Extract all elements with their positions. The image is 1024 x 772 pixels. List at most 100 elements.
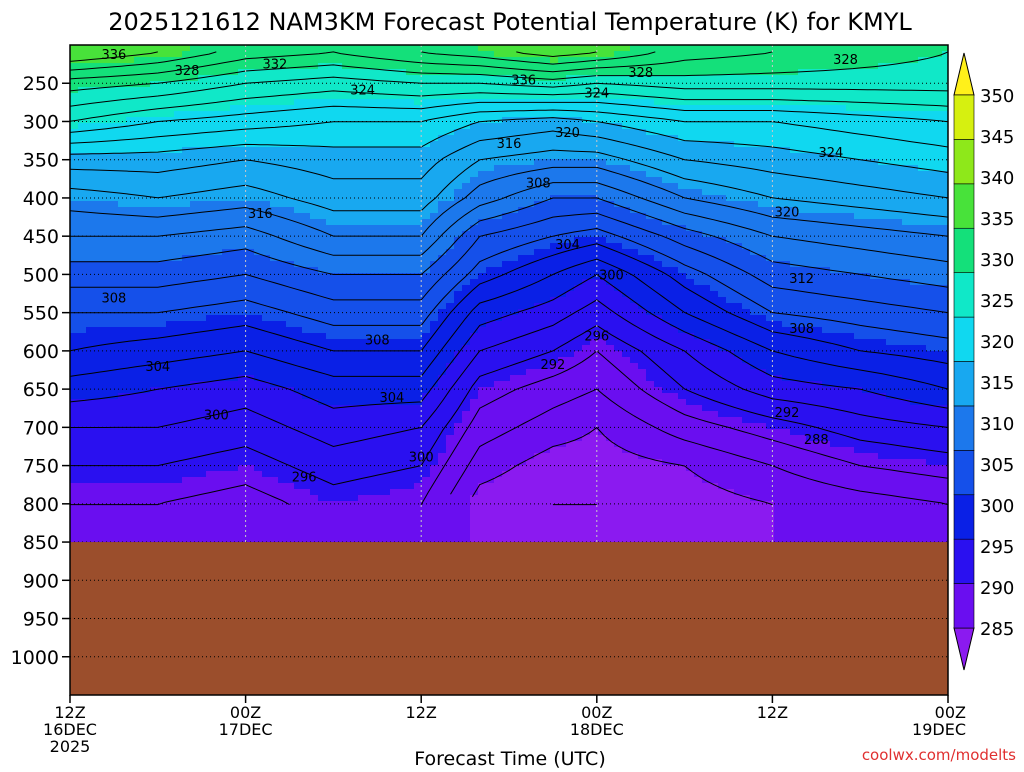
field-cell: [438, 261, 447, 268]
field-cell: [422, 381, 431, 388]
field-cell: [94, 201, 103, 208]
field-cell: [150, 87, 159, 94]
field-cell: [446, 411, 455, 418]
field-cell: [238, 363, 247, 370]
field-cell: [238, 435, 247, 442]
field-cell: [510, 243, 519, 250]
field-cell: [126, 429, 135, 436]
field-cell: [390, 219, 399, 226]
field-cell: [374, 393, 383, 400]
field-cell: [318, 489, 327, 496]
field-cell: [366, 243, 375, 250]
field-cell: [70, 393, 79, 400]
field-cell: [142, 207, 151, 214]
field-cell: [302, 189, 311, 196]
field-cell: [414, 171, 423, 178]
field-cell: [222, 63, 231, 70]
field-cell: [494, 375, 503, 382]
field-cell: [318, 153, 327, 160]
field-cell: [150, 363, 159, 370]
field-cell: [366, 513, 375, 520]
field-cell: [542, 159, 551, 166]
field-cell: [486, 165, 495, 172]
field-cell: [118, 99, 127, 106]
field-cell: [526, 321, 535, 328]
field-cell: [382, 531, 391, 538]
field-cell: [86, 255, 95, 262]
field-cell: [534, 525, 543, 532]
field-cell: [302, 111, 311, 118]
field-cell: [462, 459, 471, 466]
field-cell: [102, 141, 111, 148]
field-cell: [238, 129, 247, 136]
field-cell: [302, 483, 311, 490]
field-cell: [478, 435, 487, 442]
field-cell: [438, 117, 447, 124]
field-cell: [158, 123, 167, 130]
field-cell: [214, 237, 223, 244]
field-cell: [398, 381, 407, 388]
field-cell: [158, 207, 167, 214]
field-cell: [230, 423, 239, 430]
field-cell: [478, 249, 487, 256]
field-cell: [182, 135, 191, 142]
field-cell: [326, 375, 335, 382]
field-cell: [214, 267, 223, 274]
field-cell: [382, 51, 391, 58]
field-cell: [126, 135, 135, 142]
field-cell: [398, 81, 407, 88]
field-cell: [174, 297, 183, 304]
field-cell: [382, 285, 391, 292]
field-cell: [542, 273, 551, 280]
field-cell: [310, 525, 319, 532]
field-cell: [318, 369, 327, 376]
field-cell: [86, 333, 95, 340]
field-cell: [246, 453, 255, 460]
field-cell: [398, 141, 407, 148]
field-cell: [342, 429, 351, 436]
field-cell: [398, 69, 407, 76]
field-cell: [382, 243, 391, 250]
field-cell: [142, 399, 151, 406]
field-cell: [390, 423, 399, 430]
field-cell: [502, 459, 511, 466]
field-cell: [166, 75, 175, 82]
field-cell: [190, 57, 199, 64]
field-cell: [286, 285, 295, 292]
field-cell: [222, 93, 231, 100]
field-cell: [78, 117, 87, 124]
field-cell: [318, 87, 327, 94]
field-cell: [358, 453, 367, 460]
field-cell: [206, 531, 215, 538]
field-cell: [126, 495, 135, 502]
field-cell: [326, 483, 335, 490]
field-cell: [326, 123, 335, 130]
field-cell: [206, 87, 215, 94]
field-cell: [382, 183, 391, 190]
field-cell: [318, 63, 327, 70]
field-cell: [414, 231, 423, 238]
field-cell: [422, 393, 431, 400]
field-cell: [174, 513, 183, 520]
field-cell: [430, 327, 439, 334]
field-cell: [294, 75, 303, 82]
field-cell: [118, 171, 127, 178]
field-cell: [358, 459, 367, 466]
field-cell: [334, 387, 343, 394]
field-cell: [534, 345, 543, 352]
field-cell: [86, 81, 95, 88]
field-cell: [94, 429, 103, 436]
field-cell: [294, 159, 303, 166]
field-cell: [326, 387, 335, 394]
field-cell: [94, 387, 103, 394]
field-cell: [166, 129, 175, 136]
field-cell: [254, 153, 263, 160]
field-cell: [542, 93, 551, 100]
field-cell: [542, 399, 551, 406]
field-cell: [486, 333, 495, 340]
field-cell: [494, 231, 503, 238]
field-cell: [110, 225, 119, 232]
field-cell: [94, 297, 103, 304]
field-cell: [150, 99, 159, 106]
field-cell: [214, 225, 223, 232]
